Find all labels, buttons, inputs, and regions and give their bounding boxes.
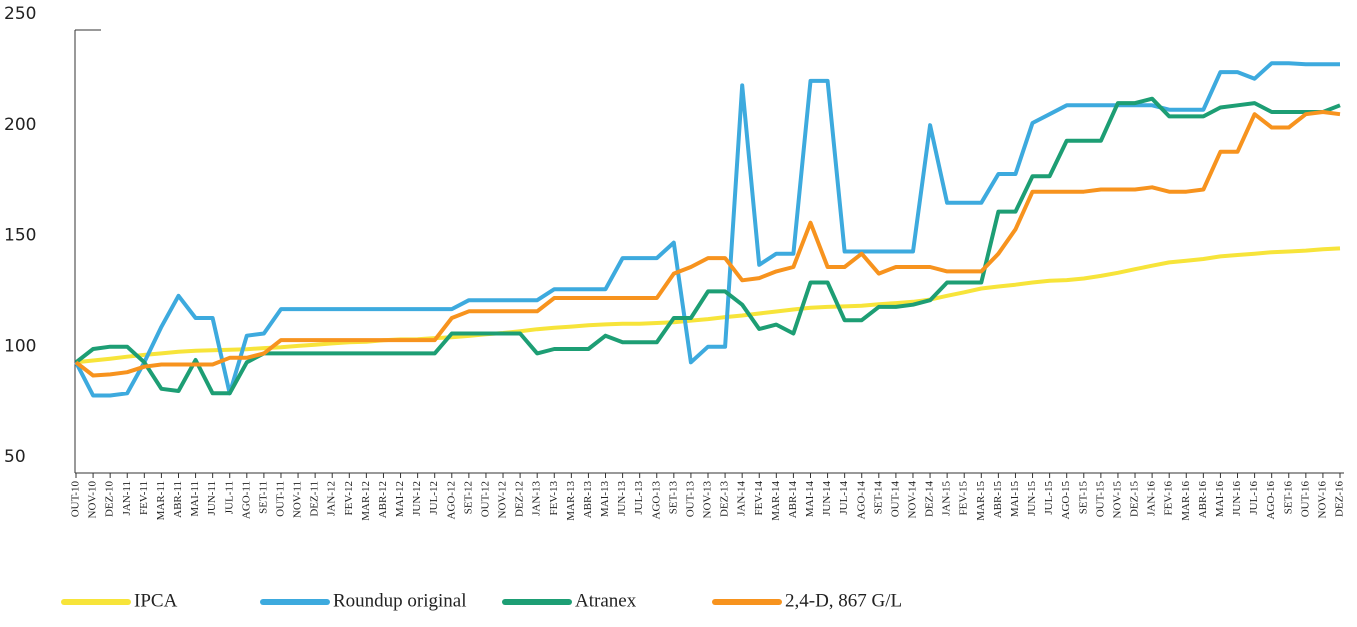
x-tick-label: NOV-15: [1111, 481, 1123, 519]
x-tick-label: JUL-13: [633, 481, 645, 515]
x-tick-label: SET-11: [257, 481, 269, 514]
x-tick-label: OUT-10: [70, 481, 82, 518]
x-tick-label: SET-12: [462, 481, 474, 514]
x-tick-label: FEV-11: [138, 481, 150, 515]
y-tick-label: 250: [4, 4, 36, 24]
x-tick-label: NOV-13: [702, 481, 714, 519]
x-tick-label: MAR-12: [360, 481, 372, 521]
series-line: [74, 110, 1341, 378]
x-tick-label: NOV-16: [1316, 481, 1328, 519]
legend-label: Atranex: [575, 590, 637, 611]
x-tick-label: OUT-16: [1299, 481, 1311, 518]
x-tick-label: JUN-14: [821, 481, 833, 516]
x-tick-label: AGO-14: [855, 481, 867, 520]
series-line: [74, 61, 1340, 398]
x-tick-label: FEV-13: [548, 481, 560, 516]
x-tick-label: JUN-15: [1026, 481, 1038, 516]
x-tick-label: FEV-15: [958, 481, 970, 516]
x-tick-label: MAI-11: [189, 481, 201, 517]
x-tick-label: NOV-11: [292, 481, 304, 518]
x-tick-label: OUT-14: [889, 481, 901, 518]
x-tick-label: AGO-13: [650, 481, 662, 520]
x-tick-label: ABR-14: [787, 481, 799, 519]
x-tick-label: FEV-14: [753, 481, 765, 516]
x-tick-label: JAN-15: [941, 481, 953, 516]
x-tick-label: FEV-16: [1163, 481, 1175, 516]
x-tick-label: JAN-13: [531, 481, 543, 516]
x-tick-label: JUN-12: [411, 481, 423, 516]
x-tick-label: DEZ-14: [924, 481, 936, 518]
x-tick-label: JUL-11: [223, 481, 235, 514]
x-tick-label: AGO-12: [445, 481, 457, 520]
x-tick-label: ABR-11: [172, 481, 184, 518]
x-tick-label: DEZ-15: [1129, 481, 1141, 518]
x-tick-label: SET-13: [667, 481, 679, 515]
x-tick-label: AGO-16: [1265, 481, 1277, 520]
x-tick-label: SET-16: [1282, 481, 1294, 515]
x-tick-label: DEZ-16: [1334, 481, 1346, 518]
x-tick-label: MAR-11: [155, 481, 167, 520]
x-tick-label: JUN-11: [206, 481, 218, 515]
y-tick-label: 150: [4, 226, 36, 246]
x-tick-label: MAI-16: [1214, 481, 1226, 518]
x-tick-label: MAR-14: [770, 481, 782, 521]
x-tick-label: MAI-12: [394, 481, 406, 517]
x-tick-label: SET-14: [872, 481, 884, 515]
x-tick-label: MAI-15: [1009, 481, 1021, 518]
legend-label: Roundup original: [333, 590, 467, 611]
x-tick-label: JUL-12: [428, 481, 440, 515]
x-tick-label: OUT-12: [479, 481, 491, 517]
x-tick-label: AGO-15: [1060, 481, 1072, 520]
x-tick-label: NOV-12: [497, 481, 509, 519]
series-line: [75, 246, 1341, 365]
x-tick-label: OUT-15: [1094, 481, 1106, 518]
x-tick-label: ABR-15: [992, 481, 1004, 519]
x-tick-label: JUN-13: [616, 481, 628, 516]
x-tick-label: NOV-14: [907, 481, 919, 519]
x-tick-label: ABR-16: [1197, 481, 1209, 519]
x-tick-label: DEZ-13: [719, 481, 731, 518]
legend-label: IPCA: [134, 590, 178, 611]
x-tick-label: AGO-11: [240, 481, 252, 519]
x-tick-label: DEZ-10: [104, 481, 116, 518]
x-tick-label: JAN-11: [121, 481, 133, 515]
series-line: [74, 96, 1341, 396]
x-tick-label: JUL-14: [838, 481, 850, 515]
x-tick-label: ABR-13: [582, 481, 594, 519]
x-tick-label: MAR-15: [975, 481, 987, 521]
x-tick-label: OUT-13: [684, 481, 696, 518]
x-tick-label: OUT-11: [275, 481, 287, 517]
x-tick-label: FEV-12: [343, 481, 355, 515]
x-tick-label: DEZ-11: [309, 481, 321, 517]
x-tick-label: SET-15: [1077, 481, 1089, 515]
x-tick-label: MAR-13: [565, 481, 577, 521]
x-tick-label: ABR-12: [377, 481, 389, 518]
x-tick-label: JUL-16: [1248, 481, 1260, 515]
y-tick-label: 100: [4, 336, 36, 356]
x-tick-label: JAN-14: [736, 481, 748, 516]
x-tick-label: MAR-16: [1180, 481, 1192, 521]
x-tick-label: JUN-16: [1231, 481, 1243, 516]
y-tick-label: 50: [4, 447, 26, 467]
x-tick-label: JAN-16: [1146, 481, 1158, 516]
y-tick-label: 200: [4, 115, 36, 135]
x-tick-label: JAN-12: [326, 481, 338, 516]
x-tick-label: DEZ-12: [514, 481, 526, 517]
x-tick-label: MAI-14: [804, 481, 816, 518]
legend-label: 2,4-D, 867 G/L: [785, 590, 902, 611]
x-tick-label: MAI-13: [599, 481, 611, 518]
x-tick-label: NOV-10: [87, 481, 99, 519]
x-tick-label: JUL-15: [1043, 481, 1055, 515]
